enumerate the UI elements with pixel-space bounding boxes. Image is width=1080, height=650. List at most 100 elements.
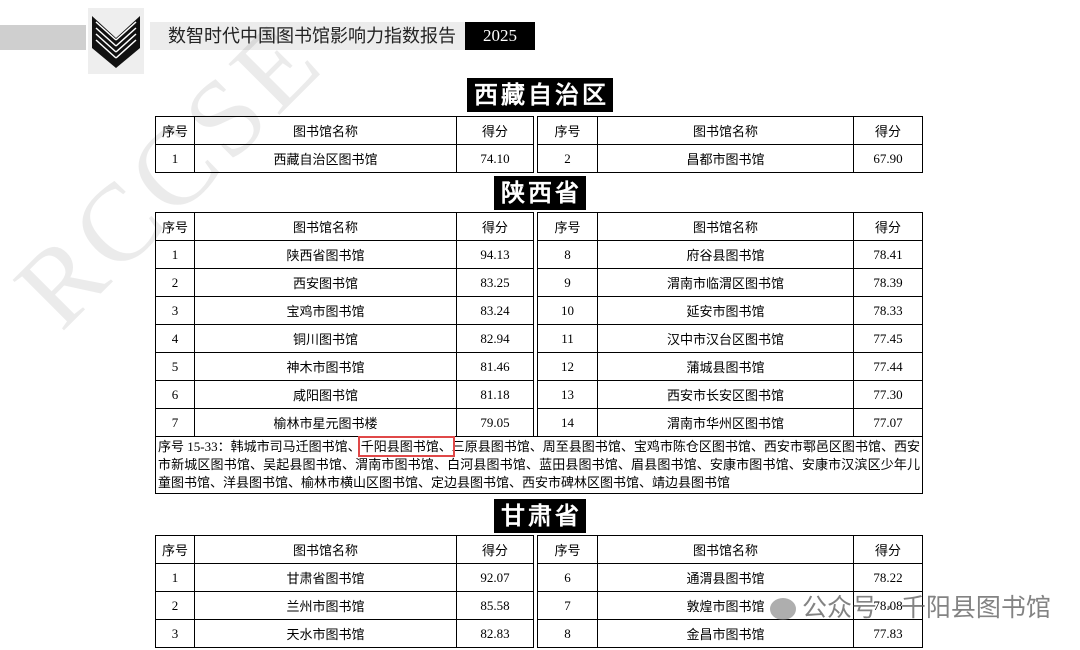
library-name: 神木市图书馆 [194, 352, 457, 381]
rank: 13 [537, 380, 598, 409]
rank: 6 [537, 563, 598, 592]
library-name: 兰州市图书馆 [194, 591, 457, 620]
score: 81.46 [456, 352, 534, 381]
library-name: 蒲城县图书馆 [597, 352, 854, 381]
rank: 7 [537, 591, 598, 620]
score: 78.22 [853, 563, 923, 592]
library-name: 汉中市汉台区图书馆 [597, 324, 854, 353]
library-name: 通渭县图书馆 [597, 563, 854, 592]
column-header: 图书馆名称 [194, 116, 457, 145]
column-header: 序号 [155, 116, 195, 145]
column-header: 序号 [155, 212, 195, 241]
region-title: 陕西省 [494, 176, 586, 210]
library-name: 昌都市图书馆 [597, 144, 854, 173]
score: 67.90 [853, 144, 923, 173]
rank: 2 [155, 268, 195, 297]
library-name: 府谷县图书馆 [597, 240, 854, 269]
column-header: 序号 [537, 116, 598, 145]
rank: 14 [537, 408, 598, 437]
rank: 1 [155, 240, 195, 269]
rank: 11 [537, 324, 598, 353]
region-title: 西藏自治区 [467, 78, 613, 112]
column-header: 序号 [537, 535, 598, 564]
library-name: 咸阳图书馆 [194, 380, 457, 409]
column-header: 图书馆名称 [597, 116, 854, 145]
score-table: 序号 图书馆名称 得分 序号 图书馆名称 得分 1 甘肃省图书馆 92.07 6 通渭县图书馆 78.… [155, 535, 923, 648]
table-row: 1 陕西省图书馆 94.13 8 府谷县图书馆 78.41 [155, 240, 923, 269]
score: 78.39 [853, 268, 923, 297]
rank: 7 [155, 408, 195, 437]
score-table: 序号 图书馆名称 得分 序号 图书馆名称 得分 1 西藏自治区图书馆 74.10 2 昌都市图书馆 6… [155, 116, 923, 173]
rank: 4 [155, 324, 195, 353]
rank: 8 [537, 240, 598, 269]
rank: 3 [155, 619, 195, 648]
header-year: 2025 [465, 22, 535, 50]
score: 85.58 [456, 591, 534, 620]
note-highlight: 千阳县图书馆、 [357, 436, 455, 457]
header-title: 数智时代中国图书馆影响力指数报告 [168, 26, 456, 46]
note-row: 序号 15-33：韩城市司马迁图书馆、千阳县图书馆、三原县图书馆、周至县图书馆、… [155, 436, 923, 494]
column-header: 序号 [537, 212, 598, 241]
rank: 8 [537, 619, 598, 648]
region-heading: 西藏自治区 [0, 78, 1080, 112]
library-name: 西安图书馆 [194, 268, 457, 297]
region-title: 甘肃省 [494, 499, 586, 533]
header-bar [0, 25, 86, 50]
library-name: 渭南市临渭区图书馆 [597, 268, 854, 297]
table-row: 7 榆林市星元图书楼 79.05 14 渭南市华州区图书馆 77.07 [155, 408, 923, 437]
rank: 1 [155, 563, 195, 592]
score: 81.18 [456, 380, 534, 409]
region-heading: 甘肃省 [0, 499, 1080, 533]
score: 78.41 [853, 240, 923, 269]
library-name: 西安市长安区图书馆 [597, 380, 854, 409]
score: 79.05 [456, 408, 534, 437]
library-name: 延安市图书馆 [597, 296, 854, 325]
column-header: 图书馆名称 [194, 535, 457, 564]
score: 92.07 [456, 563, 534, 592]
rank: 6 [155, 380, 195, 409]
score: 77.07 [853, 408, 923, 437]
score: 78.33 [853, 296, 923, 325]
score: 77.45 [853, 324, 923, 353]
rank: 9 [537, 268, 598, 297]
rank: 3 [155, 296, 195, 325]
score: 78.08 [853, 591, 923, 620]
table-row: 3 宝鸡市图书馆 83.24 10 延安市图书馆 78.33 [155, 296, 923, 325]
score: 83.25 [456, 268, 534, 297]
column-header: 图书馆名称 [194, 212, 457, 241]
library-name: 宝鸡市图书馆 [194, 296, 457, 325]
table-row: 4 铜川图书馆 82.94 11 汉中市汉台区图书馆 77.45 [155, 324, 923, 353]
library-name: 甘肃省图书馆 [194, 563, 457, 592]
rank: 2 [537, 144, 598, 173]
column-header: 得分 [853, 212, 923, 241]
header-row: 序号 图书馆名称 得分 序号 图书馆名称 得分 [155, 116, 923, 145]
table-body: 序号 图书馆名称 得分 序号 图书馆名称 得分 1 陕西省图书馆 94.13 8 府谷县图书馆 78.… [155, 212, 923, 494]
table-row: 2 兰州市图书馆 85.58 7 敦煌市图书馆 78.08 [155, 591, 923, 620]
column-header: 得分 [456, 535, 534, 564]
rank: 10 [537, 296, 598, 325]
library-name: 铜川图书馆 [194, 324, 457, 353]
region-heading: 陕西省 [0, 176, 1080, 210]
table-row: 3 天水市图书馆 82.83 8 金昌市图书馆 77.83 [155, 619, 923, 648]
table-row: 2 西安图书馆 83.25 9 渭南市临渭区图书馆 78.39 [155, 268, 923, 297]
score-table: 序号 图书馆名称 得分 序号 图书馆名称 得分 1 陕西省图书馆 94.13 8 府谷县图书馆 78.… [155, 212, 923, 494]
table-row: 5 神木市图书馆 81.46 12 蒲城县图书馆 77.44 [155, 352, 923, 381]
score: 83.24 [456, 296, 534, 325]
header-row: 序号 图书馆名称 得分 序号 图书馆名称 得分 [155, 535, 923, 564]
table-row: 6 咸阳图书馆 81.18 13 西安市长安区图书馆 77.30 [155, 380, 923, 409]
library-name: 陕西省图书馆 [194, 240, 457, 269]
score: 77.44 [853, 352, 923, 381]
header-row: 序号 图书馆名称 得分 序号 图书馆名称 得分 [155, 212, 923, 241]
table-body: 序号 图书馆名称 得分 序号 图书馆名称 得分 1 西藏自治区图书馆 74.10 2 昌都市图书馆 6… [155, 116, 923, 173]
score: 82.83 [456, 619, 534, 648]
column-header: 序号 [155, 535, 195, 564]
logo [88, 8, 144, 74]
table-row: 1 甘肃省图书馆 92.07 6 通渭县图书馆 78.22 [155, 563, 923, 592]
table-row: 1 西藏自治区图书馆 74.10 2 昌都市图书馆 67.90 [155, 144, 923, 173]
column-header: 图书馆名称 [597, 535, 854, 564]
header-band [150, 22, 465, 50]
column-header: 得分 [456, 212, 534, 241]
note-text: 三原县图书馆、周至县图书馆、宝鸡市陈仓区图书馆、西安市鄠邑区图书馆、西安市新城区… [158, 439, 920, 490]
library-name: 金昌市图书馆 [597, 619, 854, 648]
note: 序号 15-33：韩城市司马迁图书馆、千阳县图书馆、三原县图书馆、周至县图书馆、… [155, 436, 923, 494]
